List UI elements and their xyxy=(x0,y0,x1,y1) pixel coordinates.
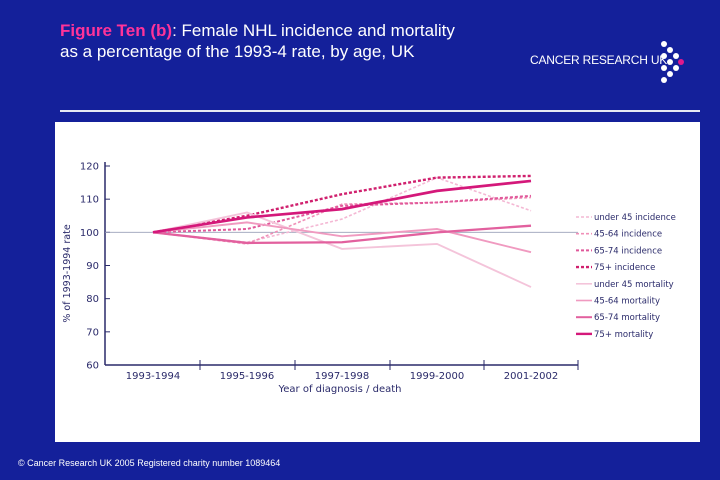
y-tick-label: 80 xyxy=(86,294,99,305)
title-text: : Female NHL incidence and mortality xyxy=(172,21,455,40)
y-tick-label: 90 xyxy=(86,261,99,272)
y-tick-label: 70 xyxy=(86,327,99,338)
series-line-45-64-mortality xyxy=(152,221,532,254)
series-line-under-45-mortality xyxy=(152,211,532,288)
y-axis-label: % of 1993-1994 rate xyxy=(62,224,73,322)
y-tick-label: 120 xyxy=(80,162,99,173)
x-tick-label: 2001-2002 xyxy=(504,371,559,382)
y-tick-label: 100 xyxy=(80,228,99,239)
footer-copyright: © Cancer Research UK 2005 Registered cha… xyxy=(18,458,281,468)
legend-label: 45-64 mortality xyxy=(594,297,660,307)
x-tick-label: 1999-2000 xyxy=(410,371,465,382)
logo-dots-icon xyxy=(661,41,684,83)
figure-label: Figure Ten (b) xyxy=(60,21,173,40)
series-line-65-74-incidence xyxy=(152,194,532,234)
chart-panel: 60 70 80 90 100 110 120 1993-1994 1995-1996 1997-… xyxy=(55,122,700,442)
series-line-75-mortality xyxy=(152,179,532,234)
legend-label: 75+ incidence xyxy=(594,263,655,273)
title-divider xyxy=(60,110,700,112)
slide-title: Figure Ten (b): Female NHL incidence and… xyxy=(60,20,455,62)
legend-label: 65-74 incidence xyxy=(594,246,662,256)
cancer-research-uk-logo: CANCER RESEARCH UK xyxy=(530,40,710,90)
x-axis-label: Year of diagnosis / death xyxy=(277,384,401,395)
x-tick-label: 1995-1996 xyxy=(220,371,275,382)
x-tick-label: 1997-1998 xyxy=(315,371,370,382)
series-line-75-incidence xyxy=(152,174,532,234)
series-line-45-64-incidence xyxy=(152,196,532,245)
legend-label: 65-74 mortality xyxy=(594,313,660,323)
legend-label: under 45 incidence xyxy=(594,213,676,223)
legend-label: 45-64 incidence xyxy=(594,230,662,240)
series-line-65-74-mortality xyxy=(152,224,532,245)
legend-label: under 45 mortality xyxy=(594,280,674,290)
title-line-2: as a percentage of the 1993-4 rate, by a… xyxy=(60,42,415,61)
legend-label: 75+ mortality xyxy=(594,330,653,340)
line-chart: 60 70 80 90 100 110 120 1993-1994 1995-1996 1997-… xyxy=(62,162,676,396)
x-tick-label: 1993-1994 xyxy=(126,371,181,382)
series-line-under-45-incidence xyxy=(152,176,532,244)
y-tick-label: 60 xyxy=(86,361,99,372)
logo-text: CANCER RESEARCH UK xyxy=(530,53,668,67)
y-tick-label: 110 xyxy=(80,195,99,206)
